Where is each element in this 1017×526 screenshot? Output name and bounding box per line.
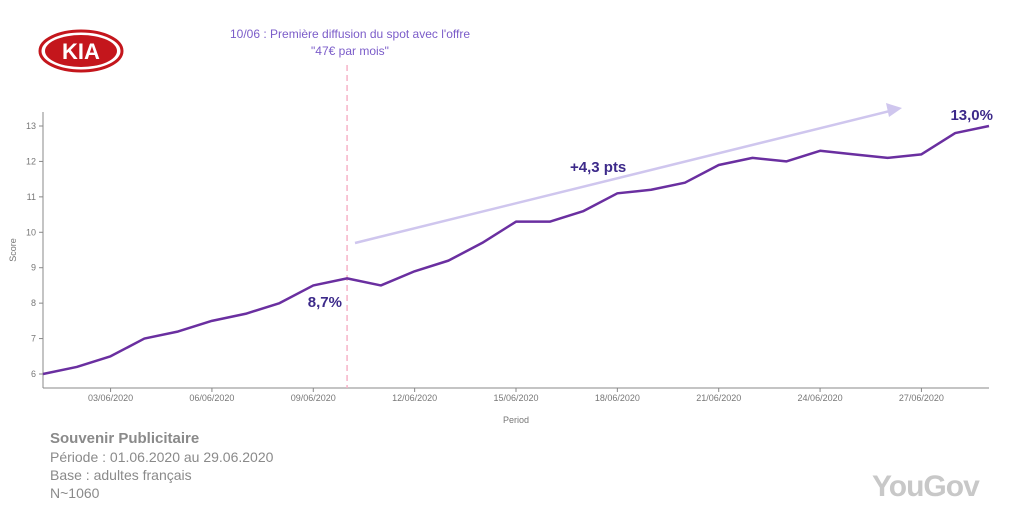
trend-arrow-line: [354, 109, 891, 245]
y-tick-label: 10: [26, 227, 36, 237]
x-tick-label: 03/06/2020: [88, 393, 133, 403]
footer-period: Période : 01.06.2020 au 29.06.2020: [50, 449, 274, 465]
x-tick-label: 15/06/2020: [493, 393, 538, 403]
y-tick-label: 11: [27, 192, 36, 202]
x-tick-label: 12/06/2020: [392, 393, 437, 403]
footer-base: Base : adultes français: [50, 467, 192, 483]
event-annotation-line2: "47€ par mois": [311, 44, 389, 58]
series-line-score: [42, 124, 990, 376]
y-tick-label: 13: [26, 121, 36, 131]
yougov-logo: YouGov: [872, 470, 980, 503]
start-value-label: 8,7%: [308, 294, 342, 311]
event-annotation-line1: 10/06 : Première diffusion du spot avec …: [230, 27, 470, 41]
x-tick-label: 21/06/2020: [696, 393, 741, 403]
event-annotation: 10/06 : Première diffusion du spot avec …: [200, 26, 500, 60]
x-tick-label: 09/06/2020: [291, 393, 336, 403]
y-tick-label: 8: [31, 298, 36, 308]
y-tick-label: 7: [31, 334, 36, 344]
footer-sample: N~1060: [50, 485, 100, 501]
delta-label: +4,3 pts: [570, 159, 626, 176]
x-tick-label: 06/06/2020: [189, 393, 234, 403]
footer-title: Souvenir Publicitaire: [50, 430, 200, 447]
x-axis-title: Period: [503, 415, 529, 425]
y-tick-label: 9: [31, 263, 36, 273]
x-tick-label: 27/06/2020: [899, 393, 944, 403]
trend-arrow-head: [886, 103, 902, 117]
y-tick-label: 12: [26, 156, 36, 166]
y-tick-label: 6: [31, 369, 36, 379]
x-tick-label: 18/06/2020: [595, 393, 640, 403]
y-axis-title: Score: [8, 238, 18, 262]
end-value-label: 13,0%: [950, 107, 993, 124]
kia-logo: KIA: [38, 29, 124, 73]
chart-footer: Souvenir Publicitaire Période : 01.06.20…: [50, 430, 273, 502]
svg-text:KIA: KIA: [62, 39, 100, 64]
x-tick-label: 24/06/2020: [798, 393, 843, 403]
